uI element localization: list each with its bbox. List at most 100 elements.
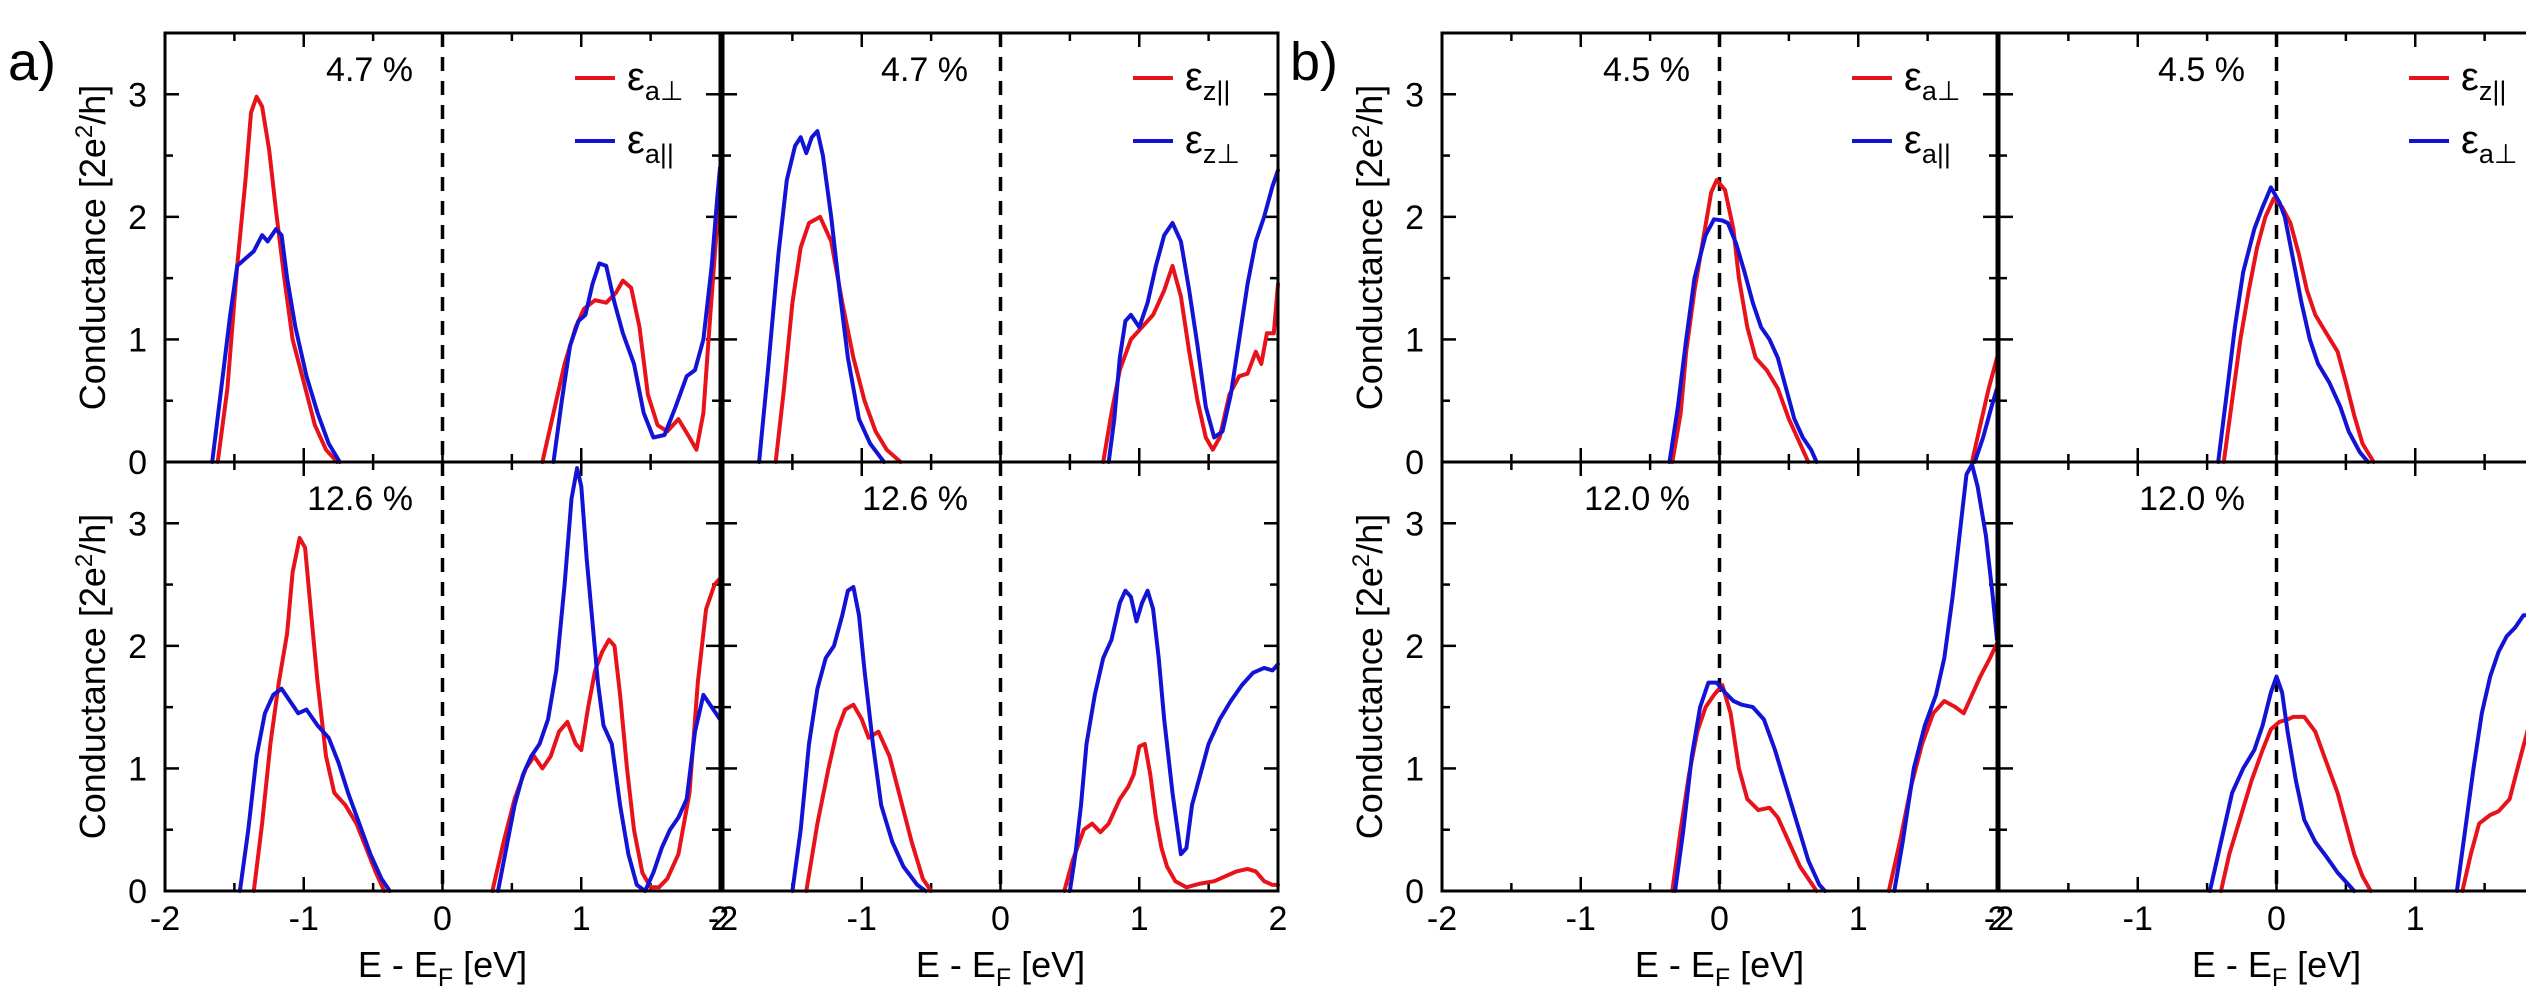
series-line-red-seg0	[804, 702, 934, 893]
chart-panel-a-right-top: 4.7 % εz|| εz⊥	[721, 31, 1280, 464]
series-line-blue-seg1	[496, 466, 722, 893]
strain-label: 12.6 %	[307, 480, 413, 518]
legend-entry: εa⊥	[627, 55, 683, 106]
strain-label: 12.6 %	[862, 480, 968, 518]
y-tick-label: 3	[128, 505, 147, 543]
legend-entry: εa||	[627, 118, 674, 169]
y-tick-label: 0	[1405, 444, 1424, 482]
y-tick-label: 3	[128, 76, 147, 114]
y-tick-label: 2	[1405, 628, 1424, 666]
x-tick-label: -2	[708, 900, 738, 938]
series-line-blue-seg1	[1892, 462, 1999, 893]
plot-frame	[1997, 31, 2526, 464]
legend-entry: εa⊥	[1904, 55, 1960, 106]
series-line-red-seg1	[1886, 641, 1999, 893]
plot-frame	[721, 460, 1280, 893]
series-line-blue-seg1	[2454, 613, 2526, 893]
legend-entry: εz⊥	[1185, 118, 1240, 169]
x-tick-label: -1	[1566, 900, 1596, 938]
y-tick-label: 2	[128, 199, 147, 237]
y-tick-label: 1	[128, 750, 147, 788]
y-tick-label: 1	[1405, 321, 1424, 359]
y-axis-label: Conductance [2e2/h]	[1348, 514, 1390, 840]
series-line-blue-seg1	[1972, 386, 1999, 464]
chart-panel-a-left-bottom: 12.6 % 0 1 2 3 -2 -1 0 1 2 E - EF [eV] Conductance …	[71, 460, 730, 989]
x-axis-label: E - EF [eV]	[358, 944, 527, 989]
y-tick-label: 3	[1405, 505, 1424, 543]
strain-label: 4.5 %	[2158, 51, 2245, 89]
series-line-blue-seg1	[551, 165, 722, 464]
series-line-red-seg0	[2221, 196, 2376, 464]
y-axis-label: Conductance [2e2/h]	[71, 514, 113, 840]
series-line-red-seg0	[1670, 683, 1819, 893]
series-line-red-seg0	[215, 94, 340, 464]
y-tick-label: 0	[128, 444, 147, 482]
plot-frame	[163, 460, 722, 893]
series-line-blue-seg0	[237, 686, 392, 893]
x-tick-label: 2	[711, 900, 730, 938]
y-tick-label: 1	[1405, 750, 1424, 788]
panel-label-b: b)	[1290, 32, 1338, 92]
y-axis-label: Conductance [2e2/h]	[71, 85, 113, 411]
legend-entry: εa⊥	[2461, 118, 2517, 169]
x-tick-label: 0	[2267, 900, 2286, 938]
series-line-red-seg1	[490, 576, 722, 893]
x-tick-label: 1	[1849, 900, 1868, 938]
x-tick-label: -1	[289, 900, 319, 938]
y-tick-label: 0	[128, 873, 147, 911]
x-tick-label: -2	[150, 900, 180, 938]
x-tick-label: 1	[2406, 900, 2425, 938]
legend-entry: εz||	[2461, 55, 2506, 106]
chart-panel-b-left-top: 4.5 % εa⊥ εa|| 0 1 2 3 Conductance [2e2/h]	[1348, 31, 1999, 482]
series-line-blue-seg0	[1673, 680, 1827, 893]
plot-frame	[1440, 460, 1999, 893]
series-line-red-seg1	[1970, 355, 1999, 464]
series-line-red-seg1	[1101, 263, 1280, 464]
x-tick-label: -1	[2123, 900, 2153, 938]
series-line-red-seg0	[773, 214, 903, 464]
strain-label: 4.7 %	[326, 51, 413, 89]
series-line-blue-seg0	[1667, 217, 1819, 464]
y-tick-label: 2	[1405, 199, 1424, 237]
series-line-blue-seg1	[1106, 168, 1280, 464]
legend-entry: εz||	[1185, 55, 1230, 106]
series-line-blue-seg0	[790, 585, 928, 893]
x-axis-label: E - EF [eV]	[1635, 944, 1804, 989]
series-line-red-seg1	[1062, 741, 1280, 893]
series-line-blue-seg1	[1067, 588, 1280, 893]
panel-label-a: a)	[8, 32, 56, 92]
strain-label: 4.7 %	[881, 51, 968, 89]
x-tick-label: 2	[1988, 900, 2007, 938]
chart-panel-b-left-bottom: 12.0 % 0 1 2 3 -2 -1 0 1 2 E - EF [eV] Conductance …	[1348, 460, 2007, 989]
x-tick-label: 1	[1130, 900, 1149, 938]
x-tick-label: 0	[1710, 900, 1729, 938]
x-tick-label: -1	[847, 900, 877, 938]
x-axis-label: E - EF [eV]	[916, 944, 1085, 989]
chart-panel-b-right-top: 4.5 % εz|| εa⊥	[1997, 31, 2526, 464]
y-axis-label: Conductance [2e2/h]	[1348, 85, 1390, 411]
series-line-red-seg0	[1670, 178, 1811, 464]
x-tick-label: -2	[1427, 900, 1457, 938]
x-tick-label: 1	[572, 900, 591, 938]
series-line-blue-seg0	[757, 129, 886, 464]
y-tick-label: 2	[128, 628, 147, 666]
series-line-red-seg0	[2219, 714, 2373, 893]
x-tick-label: 2	[1269, 900, 1288, 938]
x-tick-label: -2	[1984, 900, 2014, 938]
series-line-blue-seg0	[2216, 185, 2371, 464]
strain-label: 4.5 %	[1603, 51, 1690, 89]
series-line-blue-seg0	[2207, 674, 2357, 893]
strain-label: 12.0 %	[2139, 480, 2245, 518]
series-line-red-seg1	[540, 190, 722, 464]
legend-entry: εa||	[1904, 118, 1951, 169]
chart-panel-a-left-top: 4.7 % εa⊥ εa|| 0 1 2 3 Conductance [2e2/h]	[71, 31, 722, 482]
x-axis-label: E - EF [eV]	[2192, 944, 2361, 989]
series-line-blue-seg0	[210, 227, 342, 464]
y-tick-label: 1	[128, 321, 147, 359]
y-tick-label: 3	[1405, 76, 1424, 114]
plot-frame	[1997, 460, 2526, 893]
strain-label: 12.0 %	[1584, 480, 1690, 518]
series-line-red-seg1	[2460, 728, 2526, 893]
